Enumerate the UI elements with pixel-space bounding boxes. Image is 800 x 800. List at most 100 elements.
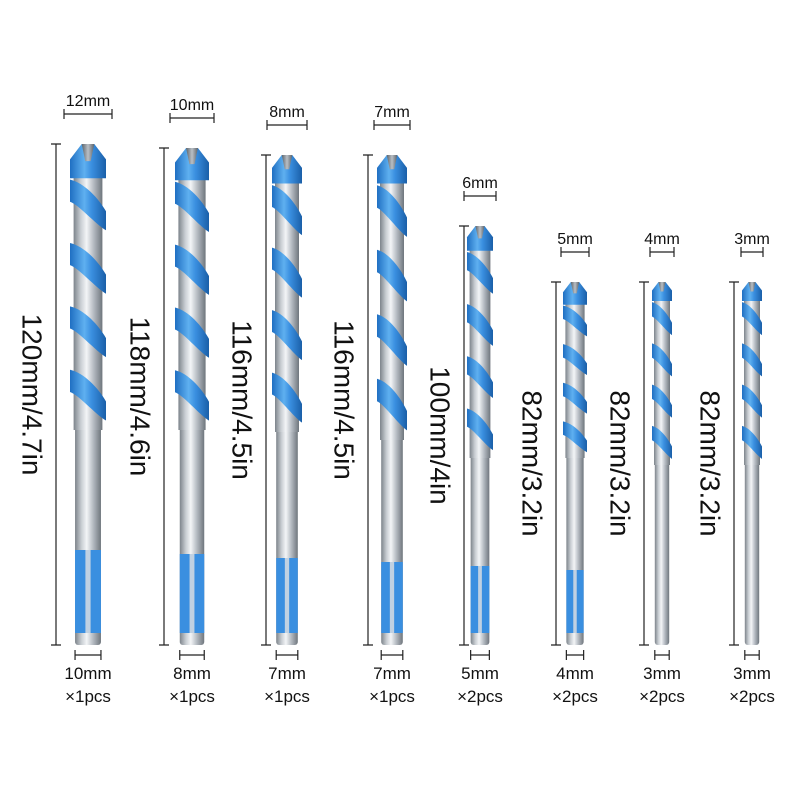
head-width-bracket [169,113,215,123]
quantity-label: ×2pcs [552,687,598,706]
drill-bit-flute [742,384,762,418]
drill-bit-carbide-tip [748,282,756,292]
length-label: 82mm/3.2in [695,390,726,536]
drill-bit-flute [272,185,302,236]
drill-bit-body [469,249,491,458]
drill-bit-flute [467,408,493,451]
drill-bit-flute [467,252,493,294]
shank-width-label: 3mm [733,664,771,683]
shank-width-label: 8mm [173,664,211,683]
drill-bit-hex-facet [189,554,195,633]
length-bracket [51,143,61,646]
drill-bit-flute [563,344,587,376]
drill-bit-7: 4mm 82mm/3.2in 3mm ×2pcs [605,231,685,706]
shank-width-bracket [275,650,299,660]
drill-bit-carbide-tip [570,282,580,294]
drill-bit-flute [70,179,106,231]
drill-bit-flute [652,302,672,336]
length-label: 116mm/4.5in [227,320,258,480]
shank-width-bracket [179,650,205,660]
head-width-label: 10mm [170,97,214,114]
drill-bit-carbide-tip [386,155,398,170]
quantity-label: ×1pcs [369,687,415,706]
drill-bit-flute [563,382,587,414]
drill-bit-4: 7mm 116mm/4.5in 7mm ×1pcs [329,104,415,706]
drill-bit-6: 5mm 82mm/3.2in 4mm ×2pcs [517,231,598,706]
head-width-label: 4mm [644,231,680,248]
drill-bit-shank [654,455,670,645]
shank-width-bracket [744,650,760,660]
quantity-label: ×1pcs [169,687,215,706]
drill-bit-flute [272,372,302,423]
shank-width-label: 7mm [268,664,306,683]
shank-width-label: 7mm [373,664,411,683]
shank-width-label: 10mm [64,664,111,683]
length-bracket [551,281,561,646]
length-label: 100mm/4in [425,366,456,505]
quantity-label: ×1pcs [65,687,111,706]
drill-bit-2: 10mm 118mm/4.6in 8mm ×1pcs [125,97,215,706]
drill-bit-flute [742,302,762,336]
head-width-bracket [463,191,497,201]
drill-bit-body [565,303,585,458]
drill-bit-flute [742,343,762,377]
length-label: 116mm/4.5in [329,320,360,480]
head-width-label: 8mm [269,104,305,121]
drill-bit-hex-facet [389,562,395,633]
drill-bit-flute [377,249,407,302]
drill-bit-flute [175,307,209,358]
drill-bit-body [744,300,760,465]
head-width-bracket [740,247,764,257]
drill-bit-shank [744,455,760,645]
head-width-bracket [649,247,675,257]
length-label: 82mm/3.2in [605,390,636,536]
drill-bit-flute [70,306,106,358]
head-width-label: 7mm [374,104,410,121]
drill-bit-flute [272,310,302,361]
shank-width-label: 5mm [461,664,499,683]
head-width-label: 3mm [734,231,770,248]
drill-bit-flute [175,244,209,295]
length-bracket [159,147,169,646]
drill-bit-flute [652,425,672,459]
drill-bit-flute [467,356,493,399]
drill-bit-hex-facet [573,570,577,633]
drill-bit-flute [377,185,407,237]
quantity-label: ×2pcs [457,687,503,706]
shank-width-bracket [654,650,670,660]
head-width-bracket [560,247,590,257]
length-label: 120mm/4.7in [17,314,48,476]
drill-bit-flute [272,247,302,298]
head-width-label: 6mm [462,175,498,192]
drill-bit-carbide-tip [81,144,95,162]
drill-bit-flute [467,304,493,346]
shank-width-bracket [380,650,404,660]
drill-bit-flute [742,425,762,459]
drill-bit-1: 12mm 120mm/4.7in 10mm ×1pcs [17,93,113,706]
drill-bit-hex-facet [284,558,290,633]
drill-bit-carbide-tip [281,155,293,170]
head-width-bracket [373,120,411,130]
drill-bit-3: 8mm 116mm/4.5in 7mm ×1pcs [227,104,310,706]
length-bracket [459,225,469,646]
head-width-label: 5mm [557,231,593,248]
quantity-label: ×1pcs [264,687,310,706]
drill-bit-carbide-tip [658,282,666,292]
drill-bit-body [654,300,670,465]
drill-bit-flute [652,343,672,377]
head-width-bracket [266,120,308,130]
head-width-label: 12mm [66,93,110,110]
shank-width-label: 4mm [556,664,594,683]
drill-bit-flute [175,181,209,233]
shank-width-bracket [74,650,102,660]
drill-bit-hex-facet [85,550,91,633]
drill-bit-carbide-tip [475,226,485,239]
quantity-label: ×2pcs [639,687,685,706]
length-label: 118mm/4.6in [125,317,156,477]
length-bracket [729,281,739,646]
length-bracket [261,154,271,646]
drill-bit-flute [70,242,106,294]
drill-bit-flute [70,369,106,421]
quantity-label: ×2pcs [729,687,775,706]
